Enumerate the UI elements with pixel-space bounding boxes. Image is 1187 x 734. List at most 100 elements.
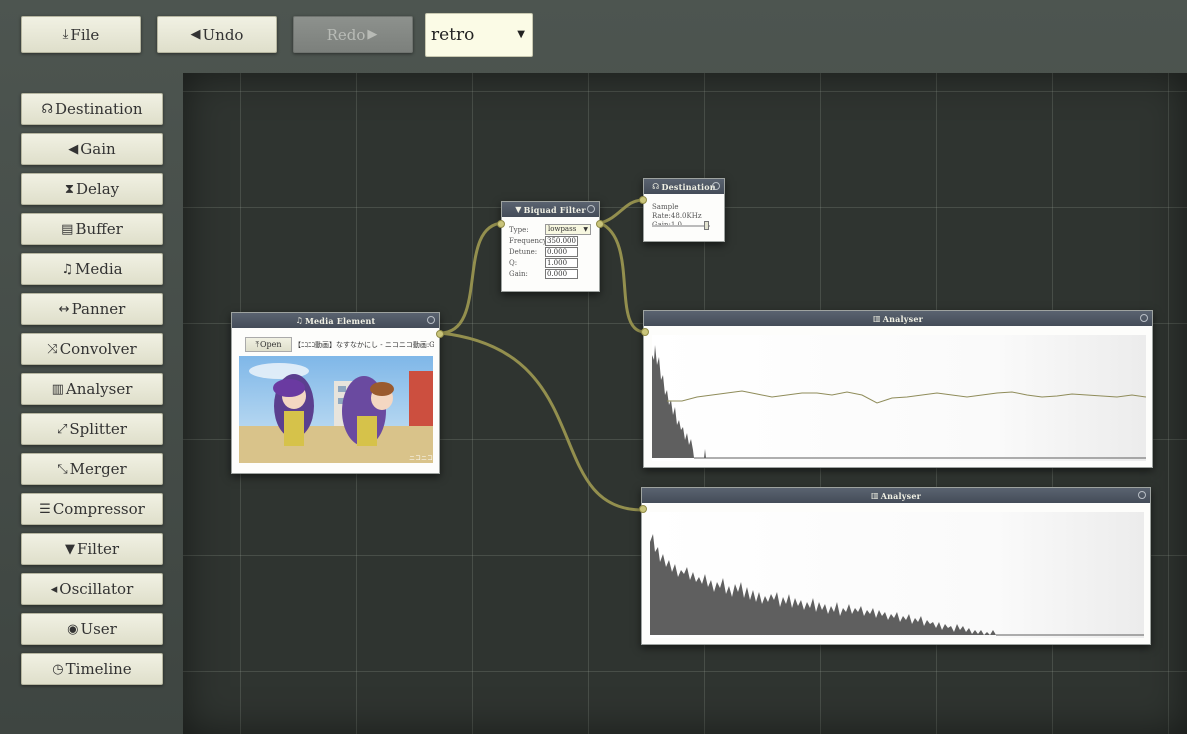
redo-circle-arrow-icon: ▶ — [367, 27, 378, 42]
detune-row: Detune: 0.000 — [509, 246, 599, 257]
sidebar-item-compressor[interactable]: ☰ Compressor — [21, 493, 163, 525]
theme-select[interactable]: retro ▼ — [425, 13, 533, 57]
node-header[interactable]: ▥ Analyser — [644, 311, 1152, 326]
left-right-arrow-icon: ↔ — [58, 301, 70, 317]
sidebar-item-label: Timeline — [65, 660, 132, 678]
bar-chart-icon: ▥ — [872, 314, 881, 323]
sidebar-item-label: User — [80, 620, 117, 638]
frequency-spectrum — [650, 534, 996, 635]
biquad-filter-node[interactable]: ▼ Biquad Filter Type: lowpass ▼ Frequency… — [497, 201, 604, 292]
undo-circle-arrow-icon: ◀ — [190, 27, 201, 42]
sidebar-item-label: Analyser — [65, 380, 133, 398]
destination-node[interactable]: ☊Destination Sample Rate:48.0KHz Gain:1.… — [639, 178, 725, 242]
file-button-label: File — [70, 25, 100, 44]
detune-label: Detune: — [509, 247, 538, 256]
collapse-icon: ⤡ — [57, 461, 68, 477]
settings-icon[interactable] — [1138, 491, 1146, 499]
frequency-label: Frequency: — [509, 236, 550, 245]
type-label: Type: — [509, 225, 529, 234]
q-row: Q: 1.000 — [509, 257, 599, 268]
clock-icon: ◷ — [52, 661, 64, 677]
output-port[interactable] — [436, 330, 444, 338]
node-header[interactable]: ♫ Media Element — [232, 313, 439, 328]
gain-label: Gain: — [509, 269, 528, 278]
chevron-down-icon: ▼ — [583, 226, 588, 233]
sidebar-item-timeline[interactable]: ◷ Timeline — [21, 653, 163, 685]
analyser-display — [650, 512, 1144, 638]
sample-rate-text: Sample Rate:48.0KHz — [652, 203, 702, 220]
filter-type-select[interactable]: lowpass ▼ — [545, 224, 591, 235]
gain-slider-track[interactable] — [652, 225, 710, 227]
sidebar-item-merger[interactable]: ⤡ Merger — [21, 453, 163, 485]
undo-button[interactable]: ◀ Undo — [157, 16, 277, 53]
sidebar-item-user[interactable]: ◉ User — [21, 613, 163, 645]
music-note-icon: ♫ — [61, 261, 74, 277]
record-icon: ◉ — [67, 621, 79, 637]
node-header[interactable]: ☊ Destination — [644, 179, 724, 194]
node-title: Analyser — [882, 313, 924, 324]
node-header[interactable]: ▼ Biquad Filter — [502, 202, 599, 217]
open-media-button[interactable]: ⤒ Open — [245, 337, 292, 352]
file-button[interactable]: ⤓ File — [21, 16, 141, 53]
frequency-input[interactable]: 350.000 — [545, 235, 578, 246]
input-port[interactable] — [641, 328, 649, 336]
input-port[interactable] — [639, 505, 647, 513]
media-element-node[interactable]: ♫ Media Element ⤒ Open 【ﾆｺﾆｺ動画】なすなかにし - ニコ… — [231, 312, 444, 474]
settings-icon[interactable] — [712, 182, 720, 190]
sidebar-item-label: Oscillator — [59, 580, 134, 598]
analyser-node-1[interactable]: ▥ Analyser — [641, 310, 1153, 468]
redo-button[interactable]: Redo ▶ — [293, 16, 413, 53]
sidebar-item-gain[interactable]: ◀ Gain — [21, 133, 163, 165]
type-row: Type: lowpass ▼ — [509, 224, 599, 235]
output-port[interactable] — [596, 220, 604, 228]
headphones-icon: ☊ — [41, 101, 53, 117]
gain-slider-handle[interactable] — [704, 221, 710, 230]
analyser-display — [652, 335, 1147, 461]
open-label: Open — [259, 340, 282, 349]
sidebar-item-label: Compressor — [52, 500, 145, 518]
settings-icon[interactable] — [1140, 314, 1148, 322]
node-title: Media Element — [304, 315, 376, 326]
gain-input[interactable]: 0.000 — [545, 268, 578, 279]
compress-icon: ☰ — [39, 501, 51, 517]
sidebar-item-label: Delay — [76, 180, 120, 198]
sidebar-item-label: Merger — [69, 460, 127, 478]
sidebar-item-label: Gain — [80, 140, 116, 158]
sidebar-item-buffer[interactable]: ▤ Buffer — [21, 213, 163, 245]
sidebar-item-destination[interactable]: ☊ Destination — [21, 93, 163, 125]
analyser-node-2[interactable]: ▥ Analyser — [639, 487, 1151, 645]
detune-input[interactable]: 0.000 — [545, 246, 578, 257]
sidebar-item-label: Destination — [55, 100, 143, 118]
bar-chart-icon: ▥ — [51, 381, 64, 397]
q-label: Q: — [509, 258, 518, 267]
anime-video-thumbnail: ニコニコ — [239, 356, 433, 463]
sidebar-item-splitter[interactable]: ⤢ Splitter — [21, 413, 163, 445]
redo-button-label: Redo — [326, 25, 366, 44]
frequency-row: Frequency: 350.000 — [509, 235, 599, 246]
input-port[interactable] — [497, 220, 505, 228]
headphones-icon: ☊ — [652, 182, 660, 191]
sidebar-item-oscillator[interactable]: ◂ Oscillator — [21, 573, 163, 605]
volume-icon: ◀ — [68, 141, 79, 157]
upload-icon: ⤒ — [255, 339, 259, 349]
node-header[interactable]: ▥ Analyser — [642, 488, 1150, 503]
sidebar-item-media[interactable]: ♫ Media — [21, 253, 163, 285]
sidebar-item-delay[interactable]: ⧗ Delay — [21, 173, 163, 205]
node-palette: ☊ Destination ◀ Gain ⧗ Delay ▤ Buffer ♫ Media ↔ Pan… — [0, 72, 183, 734]
node-title: Destination — [661, 181, 716, 192]
sidebar-item-label: Convolver — [59, 340, 137, 358]
toolbar: ⤓ File ◀ Undo Redo ▶ retro ▼ — [0, 0, 1187, 72]
settings-icon[interactable] — [587, 205, 595, 213]
svg-text:ニコニコ: ニコニコ — [409, 455, 433, 462]
settings-icon[interactable] — [427, 316, 435, 324]
sidebar-item-convolver[interactable]: ⤨ Convolver — [21, 333, 163, 365]
video-frame[interactable]: ニコニコ — [239, 356, 433, 463]
sidebar-item-analyser[interactable]: ▥ Analyser — [21, 373, 163, 405]
frequency-spectrum-tail — [704, 449, 706, 458]
hourglass-icon: ⧗ — [64, 181, 74, 197]
sidebar-item-filter[interactable]: ▼ Filter — [21, 533, 163, 565]
sidebar-item-panner[interactable]: ↔ Panner — [21, 293, 163, 325]
node-title: Analyser — [880, 490, 922, 501]
input-port[interactable] — [639, 196, 647, 204]
q-input[interactable]: 1.000 — [545, 257, 578, 268]
